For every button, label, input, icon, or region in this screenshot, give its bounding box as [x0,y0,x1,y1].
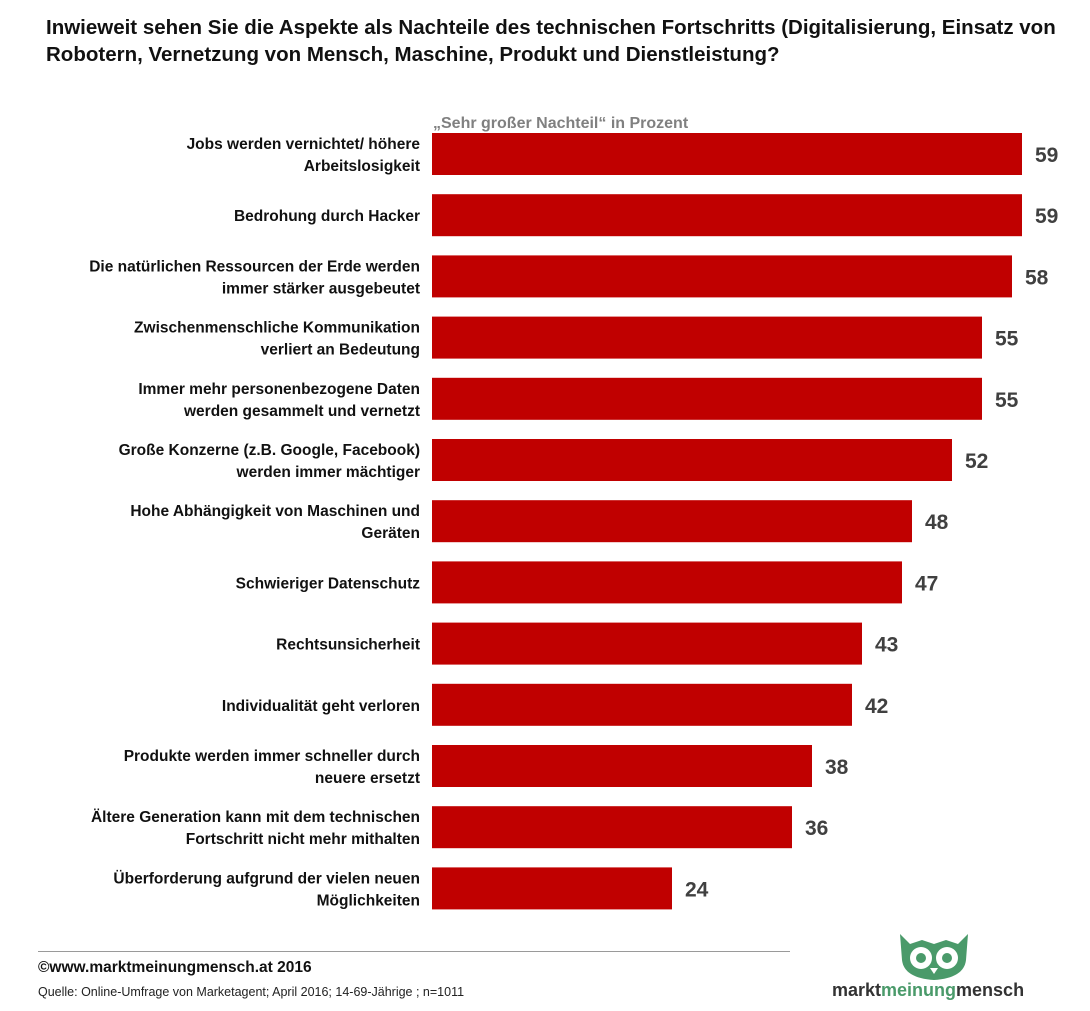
category-label-7-line-0: Schwieriger Datenschutz [236,575,421,592]
category-label-11-line-0: Ältere Generation kann mit dem technisch… [91,809,420,826]
brand-part-meinung: meinung [881,980,957,1000]
category-label-5-line-0: Große Konzerne (z.B. Google, Facebook) [119,442,420,459]
chart-title: Inwieweit sehen Sie die Aspekte als Nach… [46,16,1056,66]
category-label-0-line-0: Jobs werden vernichtet/ höhere [187,136,421,153]
bar-9 [432,683,852,726]
footer-divider [38,951,790,952]
category-label-4-line-0: Immer mehr personenbezogene Daten [138,381,420,398]
bar-3 [432,316,982,359]
brand-wordmark: marktmeinungmensch [832,980,1024,1001]
brand-logo: marktmeinungmensch [832,930,1052,1005]
bar-5 [432,439,952,481]
category-label-9-line-0: Individualität geht verloren [222,698,420,715]
category-label-6-line-1: Geräten [361,525,420,542]
bar-2 [432,255,1012,298]
bar-chart: „Sehr großer Nachteil“ in Prozent 59 Jobs… [89,115,1058,910]
bar-6 [432,500,912,543]
source-text: Quelle: Online-Umfrage von Marketagent; … [38,985,465,999]
data-label-8: 43 [875,634,898,657]
category-label-2-line-0: Die natürlichen Ressourcen der Erde werd… [89,258,420,275]
category-label-12-line-1: Möglichkeiten [317,892,420,909]
category-label-12-line-0: Überforderung aufgrund der vielen neuen [113,870,420,887]
brand-part-markt: markt [832,980,882,1000]
data-label-2: 58 [1025,266,1049,289]
data-label-6: 48 [925,511,949,534]
category-label-1-line-0: Bedrohung durch Hacker [234,208,420,225]
category-label-10-line-0: Produkte werden immer schneller durch [124,748,420,765]
data-label-3: 55 [995,328,1019,351]
data-label-7: 47 [915,572,938,595]
data-label-0: 59 [1035,144,1058,167]
category-label-0-line-1: Arbeitslosigkeit [304,158,420,175]
data-label-9: 42 [865,695,888,718]
category-label-4-line-1: werden gesammelt und vernetzt [183,403,420,420]
bar-1 [432,194,1022,237]
data-label-4: 55 [995,389,1019,412]
category-label-2-line-1: immer stärker ausgebeutet [222,280,420,297]
category-label-5-line-1: werden immer mächtiger [236,464,420,481]
category-label-8-line-0: Rechtsunsicherheit [276,637,420,654]
copyright-text: ©www.marktmeinungmensch.at 2016 [38,959,312,976]
category-label-6-line-0: Hohe Abhängigkeit von Maschinen und [130,503,420,520]
brand-part-mensch: mensch [956,980,1025,1000]
chart-subtitle: „Sehr großer Nachteil“ in Prozent [433,115,689,132]
bar-4 [432,377,982,420]
bar-7 [432,561,902,604]
bar-12 [432,867,672,910]
data-label-12: 24 [685,878,709,901]
data-label-10: 38 [825,756,849,779]
bar-8 [432,622,862,665]
category-label-10-line-1: neuere ersetzt [315,770,420,787]
bar-10 [432,745,812,787]
category-label-11-line-1: Fortschritt nicht mehr mithalten [186,831,420,848]
data-label-1: 59 [1035,205,1058,228]
data-label-5: 52 [965,450,988,473]
bar-11 [432,806,792,849]
bar-0 [432,133,1022,175]
category-label-3-line-1: verliert an Bedeutung [261,342,420,359]
category-label-3-line-0: Zwischenmenschliche Kommunikation [134,320,420,337]
data-label-11: 36 [805,817,828,840]
owl-logo-icon [900,934,968,980]
